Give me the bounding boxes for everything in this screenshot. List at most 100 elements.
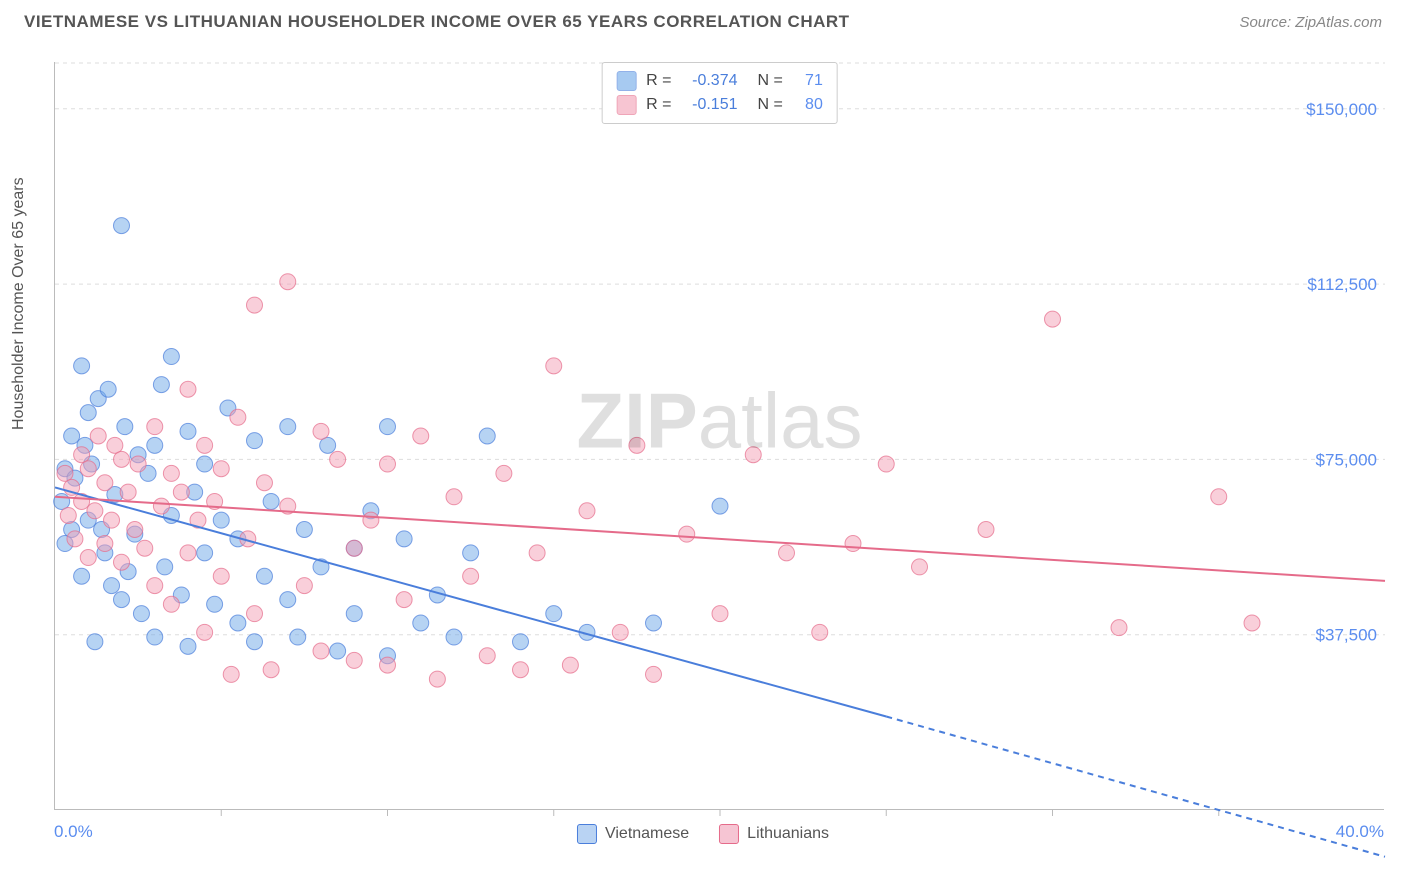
data-point[interactable]: [213, 461, 229, 477]
data-point[interactable]: [912, 559, 928, 575]
data-point[interactable]: [256, 475, 272, 491]
data-point[interactable]: [1111, 620, 1127, 636]
data-point[interactable]: [363, 512, 379, 528]
data-point[interactable]: [479, 648, 495, 664]
data-point[interactable]: [213, 512, 229, 528]
data-point[interactable]: [247, 606, 263, 622]
data-point[interactable]: [163, 349, 179, 365]
data-point[interactable]: [180, 638, 196, 654]
data-point[interactable]: [100, 381, 116, 397]
data-point[interactable]: [223, 666, 239, 682]
data-point[interactable]: [845, 536, 861, 552]
data-point[interactable]: [104, 578, 120, 594]
data-point[interactable]: [413, 428, 429, 444]
data-point[interactable]: [153, 377, 169, 393]
data-point[interactable]: [529, 545, 545, 561]
data-point[interactable]: [97, 536, 113, 552]
data-point[interactable]: [296, 578, 312, 594]
data-point[interactable]: [812, 624, 828, 640]
legend-item-lithuanians[interactable]: Lithuanians: [719, 824, 829, 844]
data-point[interactable]: [163, 596, 179, 612]
data-point[interactable]: [114, 451, 130, 467]
data-point[interactable]: [513, 634, 529, 650]
data-point[interactable]: [213, 568, 229, 584]
data-point[interactable]: [247, 433, 263, 449]
data-point[interactable]: [263, 493, 279, 509]
data-point[interactable]: [180, 545, 196, 561]
data-point[interactable]: [104, 512, 120, 528]
data-point[interactable]: [1211, 489, 1227, 505]
data-point[interactable]: [127, 522, 143, 538]
data-point[interactable]: [120, 484, 136, 500]
data-point[interactable]: [280, 592, 296, 608]
data-point[interactable]: [380, 456, 396, 472]
data-point[interactable]: [147, 629, 163, 645]
data-point[interactable]: [157, 559, 173, 575]
data-point[interactable]: [513, 662, 529, 678]
data-point[interactable]: [612, 624, 628, 640]
data-point[interactable]: [147, 578, 163, 594]
data-point[interactable]: [117, 419, 133, 435]
data-point[interactable]: [163, 465, 179, 481]
data-point[interactable]: [197, 545, 213, 561]
data-point[interactable]: [256, 568, 272, 584]
data-point[interactable]: [130, 456, 146, 472]
data-point[interactable]: [313, 643, 329, 659]
data-point[interactable]: [679, 526, 695, 542]
data-point[interactable]: [579, 503, 595, 519]
data-point[interactable]: [346, 606, 362, 622]
data-point[interactable]: [280, 274, 296, 290]
data-point[interactable]: [137, 540, 153, 556]
data-point[interactable]: [712, 498, 728, 514]
data-point[interactable]: [147, 437, 163, 453]
data-point[interactable]: [463, 545, 479, 561]
data-point[interactable]: [147, 419, 163, 435]
data-point[interactable]: [197, 624, 213, 640]
data-point[interactable]: [173, 484, 189, 500]
data-point[interactable]: [546, 606, 562, 622]
data-point[interactable]: [396, 531, 412, 547]
data-point[interactable]: [646, 615, 662, 631]
data-point[interactable]: [330, 451, 346, 467]
data-point[interactable]: [133, 606, 149, 622]
data-point[interactable]: [87, 503, 103, 519]
data-point[interactable]: [114, 218, 130, 234]
data-point[interactable]: [646, 666, 662, 682]
data-point[interactable]: [1244, 615, 1260, 631]
data-point[interactable]: [978, 522, 994, 538]
data-point[interactable]: [197, 456, 213, 472]
data-point[interactable]: [60, 507, 76, 523]
data-point[interactable]: [1045, 311, 1061, 327]
data-point[interactable]: [745, 447, 761, 463]
data-point[interactable]: [67, 531, 83, 547]
data-point[interactable]: [90, 428, 106, 444]
data-point[interactable]: [97, 475, 113, 491]
data-point[interactable]: [330, 643, 346, 659]
data-point[interactable]: [74, 568, 90, 584]
data-point[interactable]: [290, 629, 306, 645]
data-point[interactable]: [114, 592, 130, 608]
data-point[interactable]: [446, 629, 462, 645]
data-point[interactable]: [114, 554, 130, 570]
data-point[interactable]: [296, 522, 312, 538]
data-point[interactable]: [180, 381, 196, 397]
data-point[interactable]: [180, 423, 196, 439]
data-point[interactable]: [346, 540, 362, 556]
data-point[interactable]: [546, 358, 562, 374]
data-point[interactable]: [413, 615, 429, 631]
data-point[interactable]: [87, 634, 103, 650]
data-point[interactable]: [562, 657, 578, 673]
data-point[interactable]: [247, 634, 263, 650]
data-point[interactable]: [779, 545, 795, 561]
data-point[interactable]: [712, 606, 728, 622]
data-point[interactable]: [380, 419, 396, 435]
data-point[interactable]: [80, 461, 96, 477]
data-point[interactable]: [263, 662, 279, 678]
data-point[interactable]: [64, 428, 80, 444]
data-point[interactable]: [346, 652, 362, 668]
data-point[interactable]: [74, 358, 90, 374]
data-point[interactable]: [80, 550, 96, 566]
data-point[interactable]: [479, 428, 495, 444]
data-point[interactable]: [380, 657, 396, 673]
data-point[interactable]: [429, 671, 445, 687]
